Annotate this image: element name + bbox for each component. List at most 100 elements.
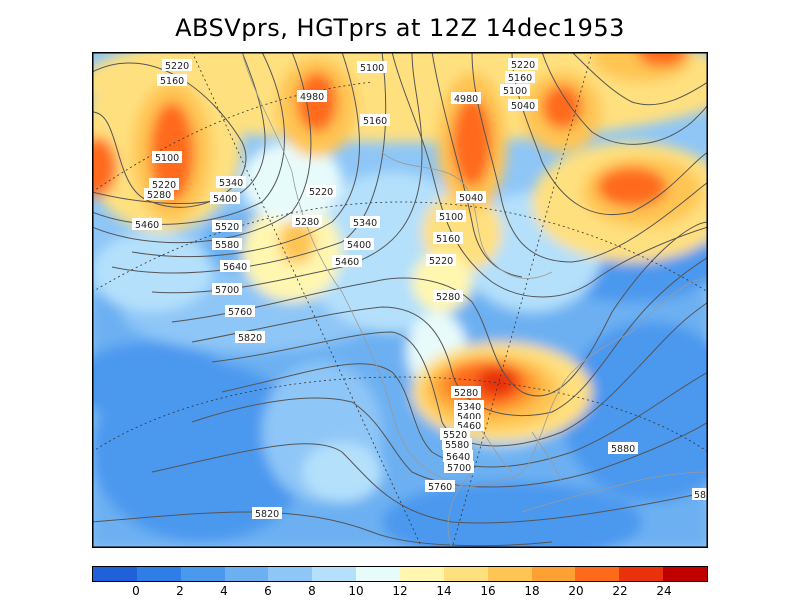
contour-label: 5580 [442, 438, 472, 451]
map-frame [92, 52, 708, 548]
svg-text:5700: 5700 [447, 463, 471, 474]
svg-text:5340: 5340 [457, 402, 481, 413]
contour-label: 5580 [212, 238, 242, 251]
contour-label: 5280 [292, 215, 322, 228]
svg-text:4980: 4980 [300, 92, 324, 103]
colorbar-segment [400, 567, 444, 581]
colorbar-tick-label: 22 [612, 584, 628, 598]
colorbar-labels: 0 2 4 6 8 10 12 14 16 18 20 22 24 [92, 584, 708, 598]
svg-text:58: 58 [694, 490, 706, 501]
colorbar-tick-label: 20 [568, 584, 584, 598]
contour-label: 5820 [235, 331, 265, 344]
contour-label: 5460 [332, 255, 362, 268]
svg-text:5400: 5400 [213, 194, 237, 205]
contour-label: 5340 [350, 216, 380, 229]
vorticity-shading [92, 52, 708, 548]
colorbar [92, 566, 708, 582]
svg-text:5220: 5220 [511, 60, 535, 71]
contour-label: 5100 [152, 151, 182, 164]
contour-label: 5700 [444, 461, 474, 474]
colorbar-segment [443, 567, 488, 581]
colorbar-segment [312, 567, 357, 581]
svg-text:5580: 5580 [215, 240, 239, 251]
svg-text:5340: 5340 [219, 178, 243, 189]
svg-text:5040: 5040 [459, 193, 483, 204]
contour-label: 5160 [433, 232, 463, 245]
contour-label: 5400 [344, 238, 374, 251]
colorbar-segment [356, 567, 401, 581]
contour-label: 5220 [508, 58, 538, 71]
contour-label: 5040 [508, 99, 538, 112]
colorbar-tick-label: 6 [264, 584, 272, 598]
colorbar-segment [575, 567, 620, 581]
contour-label: 5520 [212, 220, 242, 233]
svg-text:5580: 5580 [445, 440, 469, 451]
contour-label: 5460 [132, 218, 162, 231]
contour-label: 4980 [297, 90, 327, 103]
svg-text:5520: 5520 [215, 222, 239, 233]
contour-label: 5280 [433, 290, 463, 303]
contour-label: 4980 [451, 92, 481, 105]
svg-text:5760: 5760 [228, 307, 252, 318]
colorbar-tick-label: 16 [480, 584, 496, 598]
map-plot: 5220 5160 5100 5220 5280 5460 5340 5400 … [92, 52, 708, 548]
contour-label: 5280 [451, 386, 481, 399]
svg-text:5460: 5460 [135, 220, 159, 231]
svg-text:5280: 5280 [436, 292, 460, 303]
contour-label: 5880 [608, 442, 638, 455]
contour-label: 5640 [220, 260, 250, 273]
contour-label: 5100 [357, 61, 387, 74]
svg-text:5460: 5460 [335, 257, 359, 268]
svg-text:5820: 5820 [255, 509, 279, 520]
svg-text:5040: 5040 [511, 101, 535, 112]
colorbar-segment [93, 567, 137, 581]
colorbar-segment [619, 567, 664, 581]
svg-text:5220: 5220 [152, 180, 176, 191]
svg-text:5100: 5100 [360, 63, 384, 74]
contour-label: 5640 [443, 450, 473, 463]
svg-text:5160: 5160 [508, 73, 532, 84]
svg-text:4980: 4980 [454, 94, 478, 105]
svg-text:5400: 5400 [347, 240, 371, 251]
contour-label: 5040 [456, 191, 486, 204]
colorbar-segment [268, 567, 313, 581]
colorbar-tick-label: 2 [176, 584, 184, 598]
svg-text:5820: 5820 [238, 333, 262, 344]
contour-label: 5760 [225, 305, 255, 318]
colorbar-segment [224, 567, 269, 581]
svg-text:5100: 5100 [503, 86, 527, 97]
svg-text:5160: 5160 [363, 116, 387, 127]
svg-text:5400: 5400 [457, 412, 481, 423]
contour-label: 5700 [212, 283, 242, 296]
lat-lon-grid [92, 52, 708, 548]
contour-label: 5100 [500, 84, 530, 97]
svg-text:5880: 5880 [611, 444, 635, 455]
colorbar-tick-label: 14 [436, 584, 452, 598]
contour-label: 5520 [440, 428, 470, 441]
svg-text:5640: 5640 [446, 452, 470, 463]
contour-label: 58 [692, 488, 708, 501]
svg-text:5280: 5280 [147, 190, 171, 201]
svg-text:5100: 5100 [155, 153, 179, 164]
contour-label: 5340 [216, 176, 246, 189]
svg-text:5640: 5640 [223, 262, 247, 273]
svg-text:5220: 5220 [165, 61, 189, 72]
colorbar-tick-label: 24 [656, 584, 672, 598]
contour-label: 5760 [425, 480, 455, 493]
colorbar-tick-label: 0 [132, 584, 140, 598]
contour-label: 5220 [149, 178, 179, 191]
svg-text:5760: 5760 [428, 482, 452, 493]
contour-label: 5340 [454, 400, 484, 413]
colorbar-tick-label: 8 [308, 584, 316, 598]
svg-text:5160: 5160 [436, 234, 460, 245]
svg-text:5220: 5220 [309, 187, 333, 198]
contour-label: 5160 [505, 71, 535, 84]
colorbar-segment [487, 567, 532, 581]
svg-text:5220: 5220 [429, 256, 453, 267]
colorbar-tick-label: 12 [392, 584, 408, 598]
contour-label: 5280 [144, 188, 174, 201]
contour-label: 5820 [252, 507, 282, 520]
svg-text:5100: 5100 [439, 212, 463, 223]
colorbar-segment [180, 567, 225, 581]
svg-text:5280: 5280 [295, 217, 319, 228]
